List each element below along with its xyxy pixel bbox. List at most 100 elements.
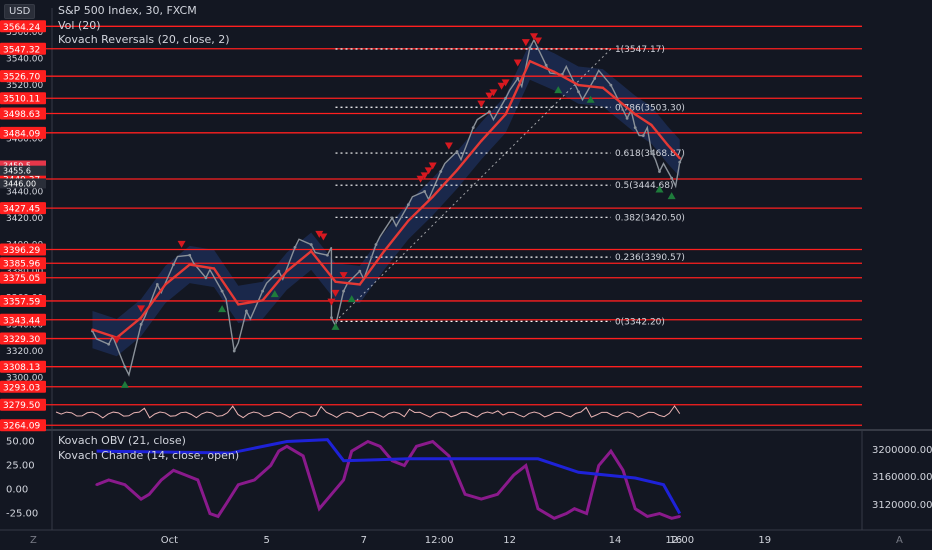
price-point: [172, 263, 175, 266]
reversal-up-marker[interactable]: [270, 290, 279, 298]
price-point: [439, 170, 443, 173]
fib-label: 0.236(3390.57): [615, 253, 685, 263]
reversal-down-marker[interactable]: [331, 289, 340, 297]
level-badge-label: 3329.30: [3, 335, 40, 345]
time-tick-label: 12: [503, 535, 516, 546]
price-point: [245, 309, 248, 313]
reversal-down-marker[interactable]: [339, 272, 348, 280]
time-tick-label: 5: [263, 535, 269, 546]
price-tick-label: 3440.00: [6, 187, 43, 197]
ma-point: [553, 70, 556, 73]
fib-label: 0(3342.20): [615, 317, 665, 327]
level-badge[interactable]: [0, 332, 46, 345]
price-tick-label: 3420.00: [6, 214, 43, 224]
reversal-up-marker[interactable]: [586, 95, 595, 103]
reversal-down-marker[interactable]: [529, 33, 538, 41]
level-badge[interactable]: [0, 419, 46, 432]
level-badge[interactable]: [0, 294, 46, 307]
reversal-down-marker[interactable]: [424, 167, 433, 175]
chande-point: [139, 497, 143, 501]
reversal-down-marker[interactable]: [477, 100, 486, 108]
level-badge[interactable]: [0, 202, 46, 215]
ma-point: [617, 99, 621, 103]
reversal-up-marker[interactable]: [120, 380, 129, 388]
price-tick-label: 3320.00: [6, 347, 43, 357]
ma-point: [601, 86, 604, 89]
price-point: [577, 90, 580, 94]
level-badge-label: 3484.09: [3, 129, 40, 139]
reversal-down-marker[interactable]: [497, 82, 506, 90]
level-badge[interactable]: [0, 107, 46, 120]
chande-point: [597, 464, 600, 467]
level-badge[interactable]: [0, 126, 46, 139]
level-badge-label: 3308.13: [3, 363, 40, 373]
reversal-down-marker[interactable]: [416, 175, 425, 183]
reversal-down-marker[interactable]: [112, 336, 121, 344]
chande-point: [330, 493, 333, 496]
price-point: [658, 170, 661, 173]
level-badge[interactable]: [0, 398, 46, 411]
reversal-up-marker[interactable]: [218, 305, 227, 313]
reversal-up-marker[interactable]: [554, 86, 563, 94]
reversal-down-marker[interactable]: [501, 79, 510, 87]
obv-line: [96, 438, 682, 515]
price-point: [261, 289, 264, 293]
level-badge[interactable]: [0, 360, 46, 373]
reversal-down-marker[interactable]: [513, 59, 522, 67]
price-point: [390, 216, 394, 220]
level-badge[interactable]: [0, 20, 46, 33]
level-badge[interactable]: [0, 92, 46, 105]
price-point: [155, 283, 159, 286]
reversal-down-marker[interactable]: [315, 230, 324, 238]
reversal-down-marker[interactable]: [489, 89, 498, 97]
price-tick-label: 3300.00: [6, 373, 43, 383]
reversal-up-marker[interactable]: [667, 192, 676, 200]
reversal-down-marker[interactable]: [319, 233, 328, 241]
chande-point: [269, 464, 272, 467]
reversal-up-marker[interactable]: [331, 322, 340, 330]
chande-point: [585, 512, 588, 515]
level-badge-label: 3375.05: [3, 274, 40, 284]
price-point: [139, 322, 143, 326]
level-badge[interactable]: [0, 380, 46, 393]
last-price-label: 3446.00: [3, 179, 36, 188]
timezone-button[interactable]: Z: [30, 535, 37, 546]
time-tick-label: 12:00: [665, 535, 694, 546]
reversal-down-marker[interactable]: [521, 39, 530, 47]
obv-tick-label: 3160000.00: [872, 472, 932, 483]
level-badge[interactable]: [0, 271, 46, 284]
reversal-down-marker[interactable]: [534, 37, 542, 45]
price-tick-label: 3480.00: [6, 134, 43, 144]
chande-point: [536, 507, 540, 510]
reversal-down-marker[interactable]: [428, 162, 437, 170]
price-point: [277, 269, 281, 273]
chande-point: [573, 507, 576, 510]
level-badge[interactable]: [0, 42, 46, 55]
auto-scale-button[interactable]: A: [896, 535, 903, 546]
reversal-down-marker[interactable]: [177, 240, 186, 248]
ma-point: [678, 156, 681, 160]
reversal-up-marker[interactable]: [655, 185, 664, 193]
ma-point: [650, 123, 653, 127]
level-badge[interactable]: [0, 70, 46, 83]
currency-badge[interactable]: USD: [4, 4, 36, 19]
reversal-down-marker[interactable]: [444, 142, 453, 150]
chande-tick-label: 50.00: [6, 437, 35, 448]
chande-point: [216, 515, 220, 518]
level-badge[interactable]: [0, 313, 46, 326]
level-badge[interactable]: [0, 243, 46, 256]
price-point: [625, 116, 629, 120]
ma-point: [504, 113, 507, 116]
reversal-down-marker[interactable]: [327, 298, 336, 306]
reversal-up-marker[interactable]: [347, 295, 356, 303]
price-point: [678, 160, 682, 164]
reversal-down-marker[interactable]: [485, 92, 494, 100]
reversal-down-marker[interactable]: [420, 172, 429, 180]
level-badge[interactable]: [0, 257, 46, 270]
price-point: [188, 253, 192, 257]
ma-point: [334, 280, 337, 283]
reversal-down-marker[interactable]: [137, 305, 146, 313]
price-point: [650, 150, 653, 153]
